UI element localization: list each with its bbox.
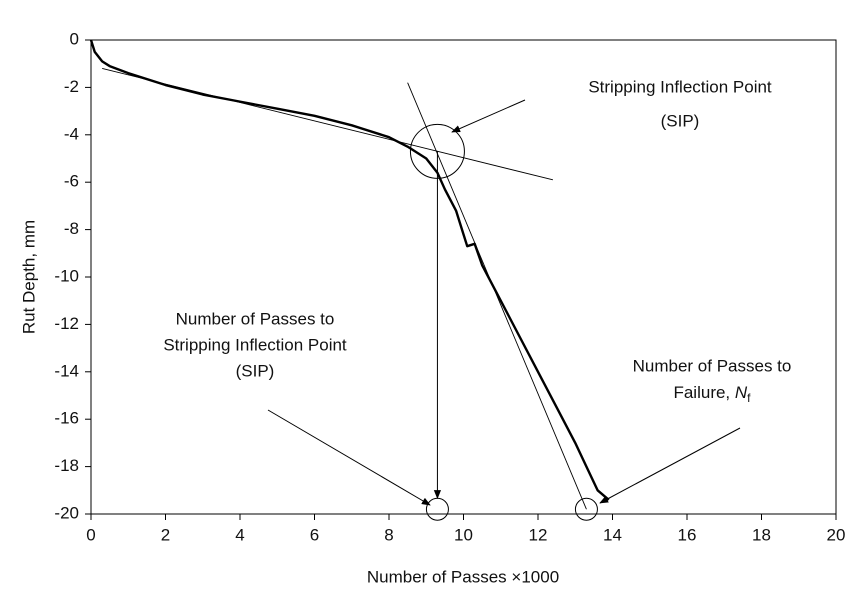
failure-circle (574, 497, 598, 521)
annotation: (SIP) (236, 361, 275, 380)
annotation-subscript: f (747, 391, 751, 405)
annotation: (SIP) (661, 111, 700, 130)
sip-passes-circle (425, 497, 449, 521)
data-line (89, 39, 610, 501)
sip-circle (409, 123, 465, 179)
x-tick-label: 12 (529, 525, 548, 544)
y-tick-label: -12 (54, 314, 79, 333)
annotation: Failure, Nf (673, 383, 751, 405)
x-tick-label: 2 (161, 525, 170, 544)
y-tick-label: -8 (64, 219, 79, 238)
x-tick-label: 18 (752, 525, 771, 544)
arrow (599, 427, 741, 504)
x-tick-label: 16 (678, 525, 697, 544)
y-tick-label: -6 (64, 172, 79, 191)
x-tick-label: 6 (310, 525, 319, 544)
x-tick-label: 4 (235, 525, 244, 544)
annotation: Number of Passes to (176, 309, 335, 328)
y-tick-label: -18 (54, 456, 79, 475)
x-axis-title: Number of Passes ×1000 (367, 567, 559, 586)
x-tick-label: 20 (827, 525, 846, 544)
annotation: Number of Passes to (633, 356, 792, 375)
arrow (267, 409, 431, 506)
y-tick-label: -10 (54, 266, 79, 285)
y-tick-label: -4 (64, 124, 79, 143)
annotation-part: Failure, (673, 383, 734, 402)
plot-frame (90, 39, 837, 515)
x-tick-label: 8 (384, 525, 393, 544)
x-tick-label: 10 (454, 525, 473, 544)
x-tick-label: 14 (603, 525, 622, 544)
arrow (451, 99, 526, 133)
y-tick-label: -20 (54, 503, 79, 522)
y-axis-title: Rut Depth, mm (19, 220, 38, 334)
y-tick-label: -14 (54, 361, 79, 380)
annotation: Stripping Inflection Point (588, 77, 772, 96)
y-tick-label: -2 (64, 77, 79, 96)
x-tick-label: 0 (86, 525, 95, 544)
y-tick-label: 0 (70, 29, 79, 48)
y-tick-label: -16 (54, 409, 79, 428)
annotation: Stripping Inflection Point (163, 335, 347, 354)
annotation-symbol: N (735, 383, 748, 402)
